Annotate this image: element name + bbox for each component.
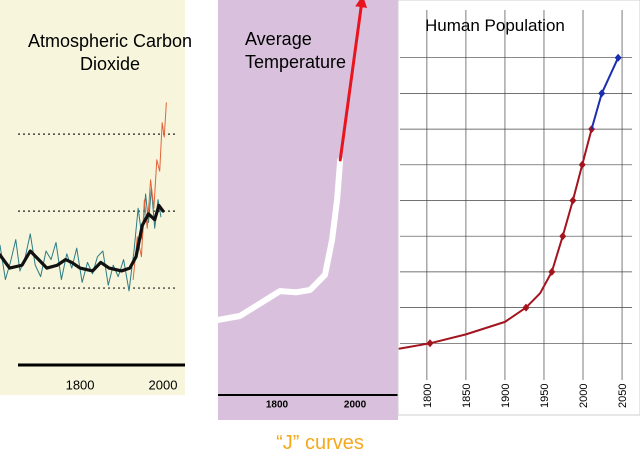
x-tick-label: 1800 [266, 400, 289, 411]
series-line [132, 102, 167, 280]
point-marker [548, 267, 556, 276]
x-tick-label: 1850 [461, 384, 473, 408]
x-tick-label: 2000 [344, 400, 367, 411]
point-marker [559, 232, 567, 241]
panel [218, 0, 398, 420]
chart-title: Human Population [425, 16, 565, 35]
series-line [215, 156, 344, 323]
chart-title: Atmospheric Carbon Dioxide [27, 31, 193, 74]
point-marker [522, 303, 530, 312]
point-marker [569, 196, 577, 205]
point-marker [614, 53, 622, 62]
x-tick-label: 1950 [539, 384, 551, 408]
point-marker [426, 339, 434, 348]
point-marker [578, 160, 586, 169]
x-tick-label: 1800 [66, 377, 95, 392]
series-line [0, 203, 165, 273]
x-tick-label: 2050 [617, 384, 629, 408]
panel [397, 0, 640, 416]
point-marker [598, 89, 606, 98]
caption: “J” curves [276, 432, 364, 454]
chart-title: Average Temperature [245, 29, 347, 72]
series-line [398, 128, 593, 350]
x-tick-label: 1800 [422, 384, 434, 408]
x-tick-label: 2000 [149, 377, 178, 392]
x-tick-label: 2000 [578, 384, 590, 408]
series-line [338, 0, 368, 162]
x-tick-label: 1900 [500, 384, 512, 408]
